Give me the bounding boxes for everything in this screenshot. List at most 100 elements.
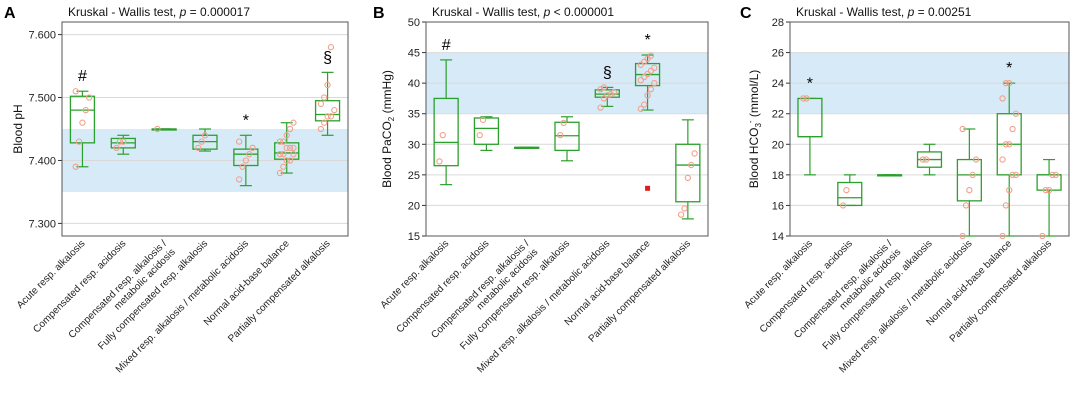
data-point [479, 116, 487, 123]
data-point [962, 202, 970, 209]
y-tick-label: 16 [772, 200, 784, 212]
data-point [684, 174, 692, 182]
data-point [641, 73, 648, 81]
y-tick-label: 18 [772, 170, 784, 182]
y-label-tail: (mmol/L) [747, 70, 761, 121]
data-point [324, 113, 331, 120]
data-point [1012, 171, 1020, 179]
data-point [331, 106, 338, 114]
data-point [324, 81, 331, 89]
significance-marker: § [323, 49, 332, 66]
chart-title: Kruskal - Wallis test, p = 0.000017 [68, 5, 250, 19]
box-group [473, 116, 500, 151]
data-point [959, 232, 966, 240]
data-point [919, 156, 926, 163]
plot-frame [425, 21, 709, 237]
box [274, 142, 300, 160]
y-label-main: Blood pH [11, 104, 25, 153]
data-point [242, 157, 250, 164]
data-point [85, 94, 93, 101]
data-point [283, 157, 290, 164]
y-label-tail: (mmHg) [380, 70, 394, 117]
title-value: = 0.000017 [186, 5, 250, 19]
data-point [1052, 171, 1059, 179]
data-point [644, 70, 651, 78]
title-p: p [907, 5, 915, 19]
y-tick-label: 7.400 [28, 155, 56, 167]
data-point [239, 163, 246, 170]
data-point [321, 94, 328, 101]
box [956, 158, 982, 202]
data-point [286, 157, 294, 164]
data-point [283, 144, 290, 152]
data-point [280, 163, 287, 170]
data-point [597, 86, 604, 93]
data-point [1009, 171, 1016, 179]
data-point [800, 95, 807, 102]
data-point [600, 95, 608, 102]
box [69, 95, 96, 144]
data-point [651, 64, 658, 72]
significance-marker: # [442, 37, 451, 54]
title-text: Kruskal - Wallis test, [796, 5, 908, 19]
box-group [110, 134, 136, 155]
title-p: p [179, 5, 187, 19]
data-point [641, 101, 648, 108]
data-point [120, 138, 127, 145]
panel-label: A [4, 5, 16, 22]
data-point [72, 88, 79, 95]
y-label-main: Blood PaCO [380, 121, 394, 188]
title-text: Kruskal - Wallis test, [68, 5, 180, 19]
y-tick-label: 7.600 [28, 30, 56, 42]
significance-marker: * [807, 75, 813, 92]
title-value: = 0.00251 [914, 5, 971, 19]
category-line: Acute resp. alkalosis [379, 238, 452, 311]
data-point [246, 151, 253, 158]
y-tick-label: 7.300 [28, 218, 56, 230]
data-point [276, 169, 284, 177]
panel-c: C Kruskal - Wallis test, p = 0.00251 14 16 1… [740, 5, 1070, 375]
box-group [877, 174, 903, 177]
y-tick-label: 7.500 [28, 93, 56, 105]
data-point [283, 132, 290, 139]
significance-marker: § [603, 64, 612, 81]
box-group: * [634, 32, 661, 191]
category-line: Normal acid-base balance [202, 238, 292, 328]
data-point [276, 138, 284, 145]
data-point [1006, 141, 1013, 148]
data-point [691, 150, 698, 157]
data-point [647, 52, 655, 59]
box-group: * [797, 75, 823, 176]
box-group [554, 116, 580, 162]
data-point [286, 125, 294, 133]
data-point [1002, 79, 1010, 87]
data-point [969, 171, 976, 179]
box [233, 148, 259, 167]
box-group [151, 125, 177, 133]
data-point [610, 89, 618, 96]
y-tick-label: 25 [408, 170, 420, 182]
data-point [688, 161, 695, 169]
box-group: * [233, 112, 259, 187]
data-point [839, 202, 847, 209]
box-group [837, 174, 863, 209]
data-point [560, 119, 567, 127]
data-point [327, 113, 335, 120]
data-point [647, 67, 655, 75]
data-point [290, 144, 297, 152]
box [433, 97, 459, 167]
y-axis-label: Blood HCO3- (mmol/L) [746, 70, 763, 189]
x-category-label: Normal acid-base balance [202, 238, 292, 328]
data-point [597, 104, 604, 111]
data-point [651, 79, 658, 87]
data-point [201, 132, 209, 139]
data-point [476, 131, 483, 139]
data-point [966, 186, 973, 194]
data-point [286, 144, 294, 152]
data-point [604, 92, 611, 99]
data-point [249, 144, 256, 152]
data-point [116, 138, 124, 145]
data-point [600, 84, 608, 91]
data-point [999, 232, 1006, 240]
title-value: < 0.000001 [550, 5, 614, 19]
